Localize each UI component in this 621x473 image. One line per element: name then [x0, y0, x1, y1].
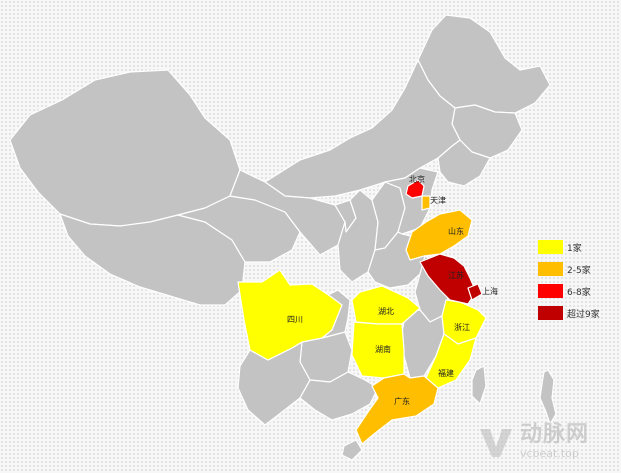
label-zhejiang: 浙江 — [454, 322, 470, 332]
legend-label-2-5: 2-5家 — [567, 263, 591, 276]
region-xinjiang — [10, 70, 240, 226]
watermark: 动脉网 vcbeat.top — [478, 424, 589, 459]
legend-swatch-6-8 — [538, 284, 563, 298]
legend-swatch-2-5 — [538, 262, 563, 276]
region-hainan — [342, 440, 362, 460]
label-hubei: 湖北 — [378, 307, 394, 316]
label-hunan: 湖南 — [375, 344, 391, 354]
label-sichuan: 四川 — [287, 315, 303, 324]
region-tianjin — [422, 196, 430, 210]
legend-item-1: 1家 — [538, 236, 600, 258]
label-tianjin: 天津 — [430, 195, 446, 205]
label-jiangsu: 江苏 — [448, 270, 464, 280]
watermark-brand-en: vcbeat.top — [520, 448, 589, 459]
label-guangdong: 广东 — [394, 396, 410, 406]
label-beijing: 北京 — [409, 174, 425, 184]
region-taiwan — [472, 366, 486, 404]
legend: 1家 2-5家 6-8家 超过9家 — [538, 236, 600, 324]
legend-swatch-9plus — [538, 306, 563, 320]
legend-label-9plus: 超过9家 — [567, 307, 600, 320]
label-shandong: 山东 — [448, 226, 464, 236]
legend-swatch-1 — [538, 240, 563, 254]
legend-item-9plus: 超过9家 — [538, 302, 600, 324]
legend-label-6-8: 6-8家 — [567, 285, 591, 298]
legend-label-1: 1家 — [567, 241, 582, 254]
label-shanghai: 上海 — [482, 286, 498, 296]
watermark-brand-cn: 动脉网 — [520, 424, 589, 446]
label-fujian: 福建 — [438, 368, 454, 378]
legend-item-6-8: 6-8家 — [538, 280, 600, 302]
legend-item-2-5: 2-5家 — [538, 258, 600, 280]
region-south-sea-inset — [540, 370, 556, 424]
vcbeat-logo-icon — [478, 425, 514, 459]
